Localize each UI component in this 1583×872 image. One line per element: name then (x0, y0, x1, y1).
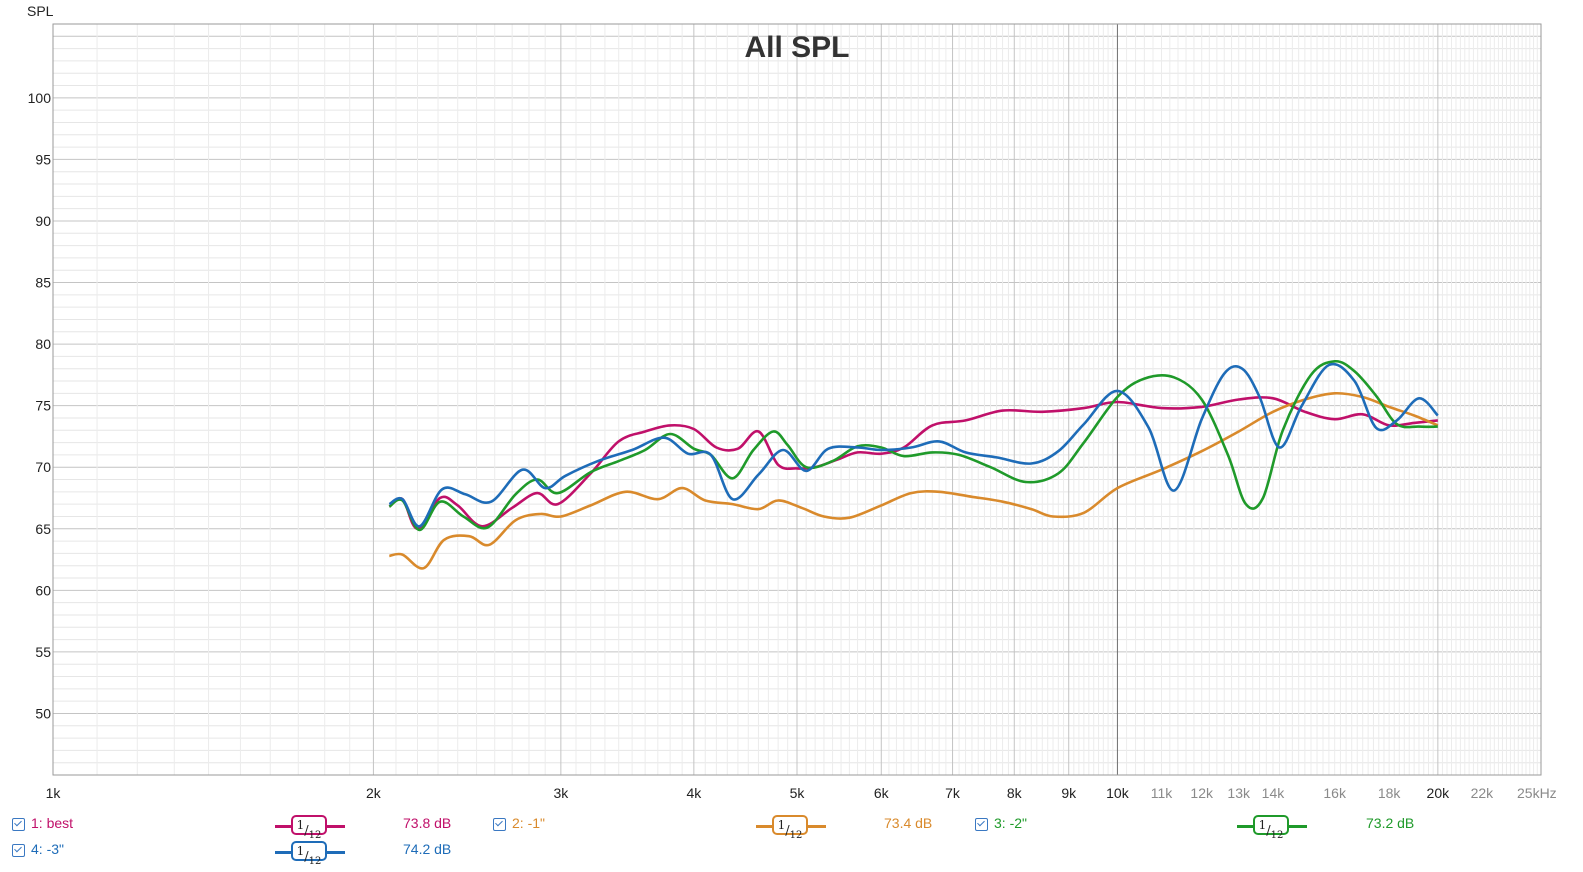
y-tick-label: 60 (35, 582, 51, 598)
y-tick-label: 75 (35, 398, 51, 414)
series-3-value: 73.2 dB (1366, 815, 1415, 831)
series-2-checkbox[interactable] (493, 818, 506, 831)
series-4-smoothing-button[interactable]: 1/12 (275, 840, 345, 867)
y-tick-label: 95 (35, 151, 51, 167)
x-tick-label: 12k (1190, 785, 1214, 801)
spl-chart: 1k 2k 3k 4k 5k 6k 7k 8k 9k 10k 11k 12k 13k 14k 16k 18k 2… (27, 3, 1557, 801)
x-tick-label: 5k (790, 785, 806, 801)
x-tick-label: 18k (1378, 785, 1402, 801)
series-group (388, 359, 1439, 570)
plot-frame (52, 23, 1542, 776)
series-2-smoothing-button[interactable]: 1/12 (756, 814, 826, 841)
y-tick-label: 100 (28, 90, 52, 106)
y-tick-label: 55 (35, 644, 51, 660)
y-tick-label: 90 (35, 213, 51, 229)
chart-title: All SPL (744, 31, 849, 64)
series-1-line (388, 396, 1438, 531)
x-tick-label: 22k (1471, 785, 1495, 801)
x-tick-label: 20k (1427, 785, 1451, 801)
x-tick-label: 4k (686, 785, 702, 801)
series-4-checkbox[interactable] (12, 844, 25, 857)
y-tick-label: 65 (35, 521, 51, 537)
series-1-value: 73.8 dB (403, 815, 452, 831)
series-4-value: 74.2 dB (403, 841, 452, 857)
series-4-line (388, 362, 1439, 528)
x-tick-label: 8k (1007, 785, 1023, 801)
series-4-label: 4: -3" (31, 841, 64, 857)
x-tick-label: 25kHz (1517, 785, 1557, 801)
x-tick-label: 1k (46, 785, 62, 801)
series-3-label: 3: -2" (994, 815, 1027, 831)
series-2-line (389, 391, 1439, 570)
series-1-checkbox[interactable] (12, 818, 25, 831)
y-axis-label: SPL (27, 3, 54, 19)
series-2-value: 73.4 dB (884, 815, 933, 831)
y-tick-label: 80 (35, 336, 51, 352)
series-2-label: 2: -1" (512, 815, 545, 831)
x-tick-label: 9k (1061, 785, 1077, 801)
x-tick-label: 13k (1227, 785, 1251, 801)
x-tick-label: 2k (366, 785, 382, 801)
series-3-line (388, 359, 1438, 532)
x-tick-label: 11k (1151, 785, 1174, 801)
y-tick-label: 70 (35, 459, 51, 475)
series-1-smoothing-button[interactable]: 1/12 (275, 814, 345, 841)
x-tick-label: 7k (945, 785, 961, 801)
series-3-checkbox[interactable] (975, 818, 988, 831)
x-tick-label: 3k (553, 785, 569, 801)
x-tick-label: 16k (1323, 785, 1347, 801)
x-tick-label: 10k (1106, 785, 1130, 801)
y-tick-label: 50 (35, 705, 51, 721)
legend-row-2: 4: -3" 1/12 74.2 dB (0, 840, 1583, 867)
series-3-smoothing-button[interactable]: 1/12 (1237, 814, 1307, 841)
x-tick-label: 6k (874, 785, 890, 801)
y-tick-label: 85 (35, 275, 51, 291)
grid (52, 23, 1542, 776)
legend-row-1: 1: best 1/12 73.8 dB 2: -1" 1/12 73.4 dB… (0, 814, 1583, 841)
x-tick-label: 14k (1262, 785, 1286, 801)
tick-labels: 1k 2k 3k 4k 5k 6k 7k 8k 9k 10k 11k 12k 13k 14k 16k 18k 2… (28, 90, 1557, 801)
series-1-label: 1: best (31, 815, 74, 831)
